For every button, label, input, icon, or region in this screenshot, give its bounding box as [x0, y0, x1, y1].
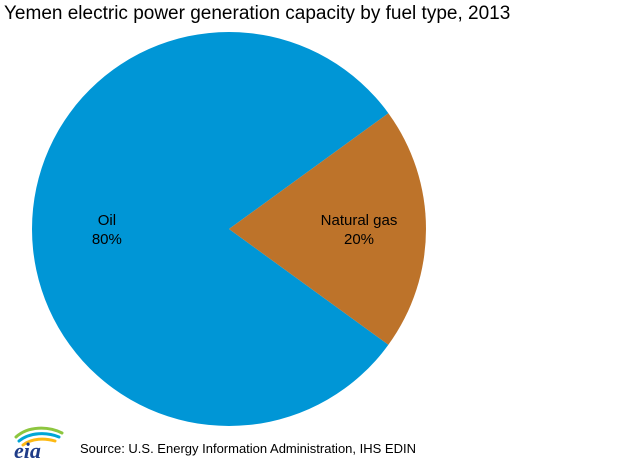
pie-chart: Oil 80% Natural gas 20% — [31, 31, 426, 427]
slice-value-label: 20% — [344, 231, 374, 248]
pie-slice-oil — [31, 31, 389, 427]
eia-logo-icon: eia — [10, 424, 74, 463]
slice-label: Natural gas — [321, 212, 398, 229]
pie-slice-natural-gas — [229, 113, 426, 345]
source-note: Source: U.S. Energy Information Administ… — [80, 441, 416, 456]
slice-label: Oil — [98, 212, 116, 229]
slice-value-label: 80% — [92, 231, 122, 248]
logo-text: eia — [14, 438, 41, 460]
chart-title: Yemen electric power generation capacity… — [4, 3, 511, 24]
